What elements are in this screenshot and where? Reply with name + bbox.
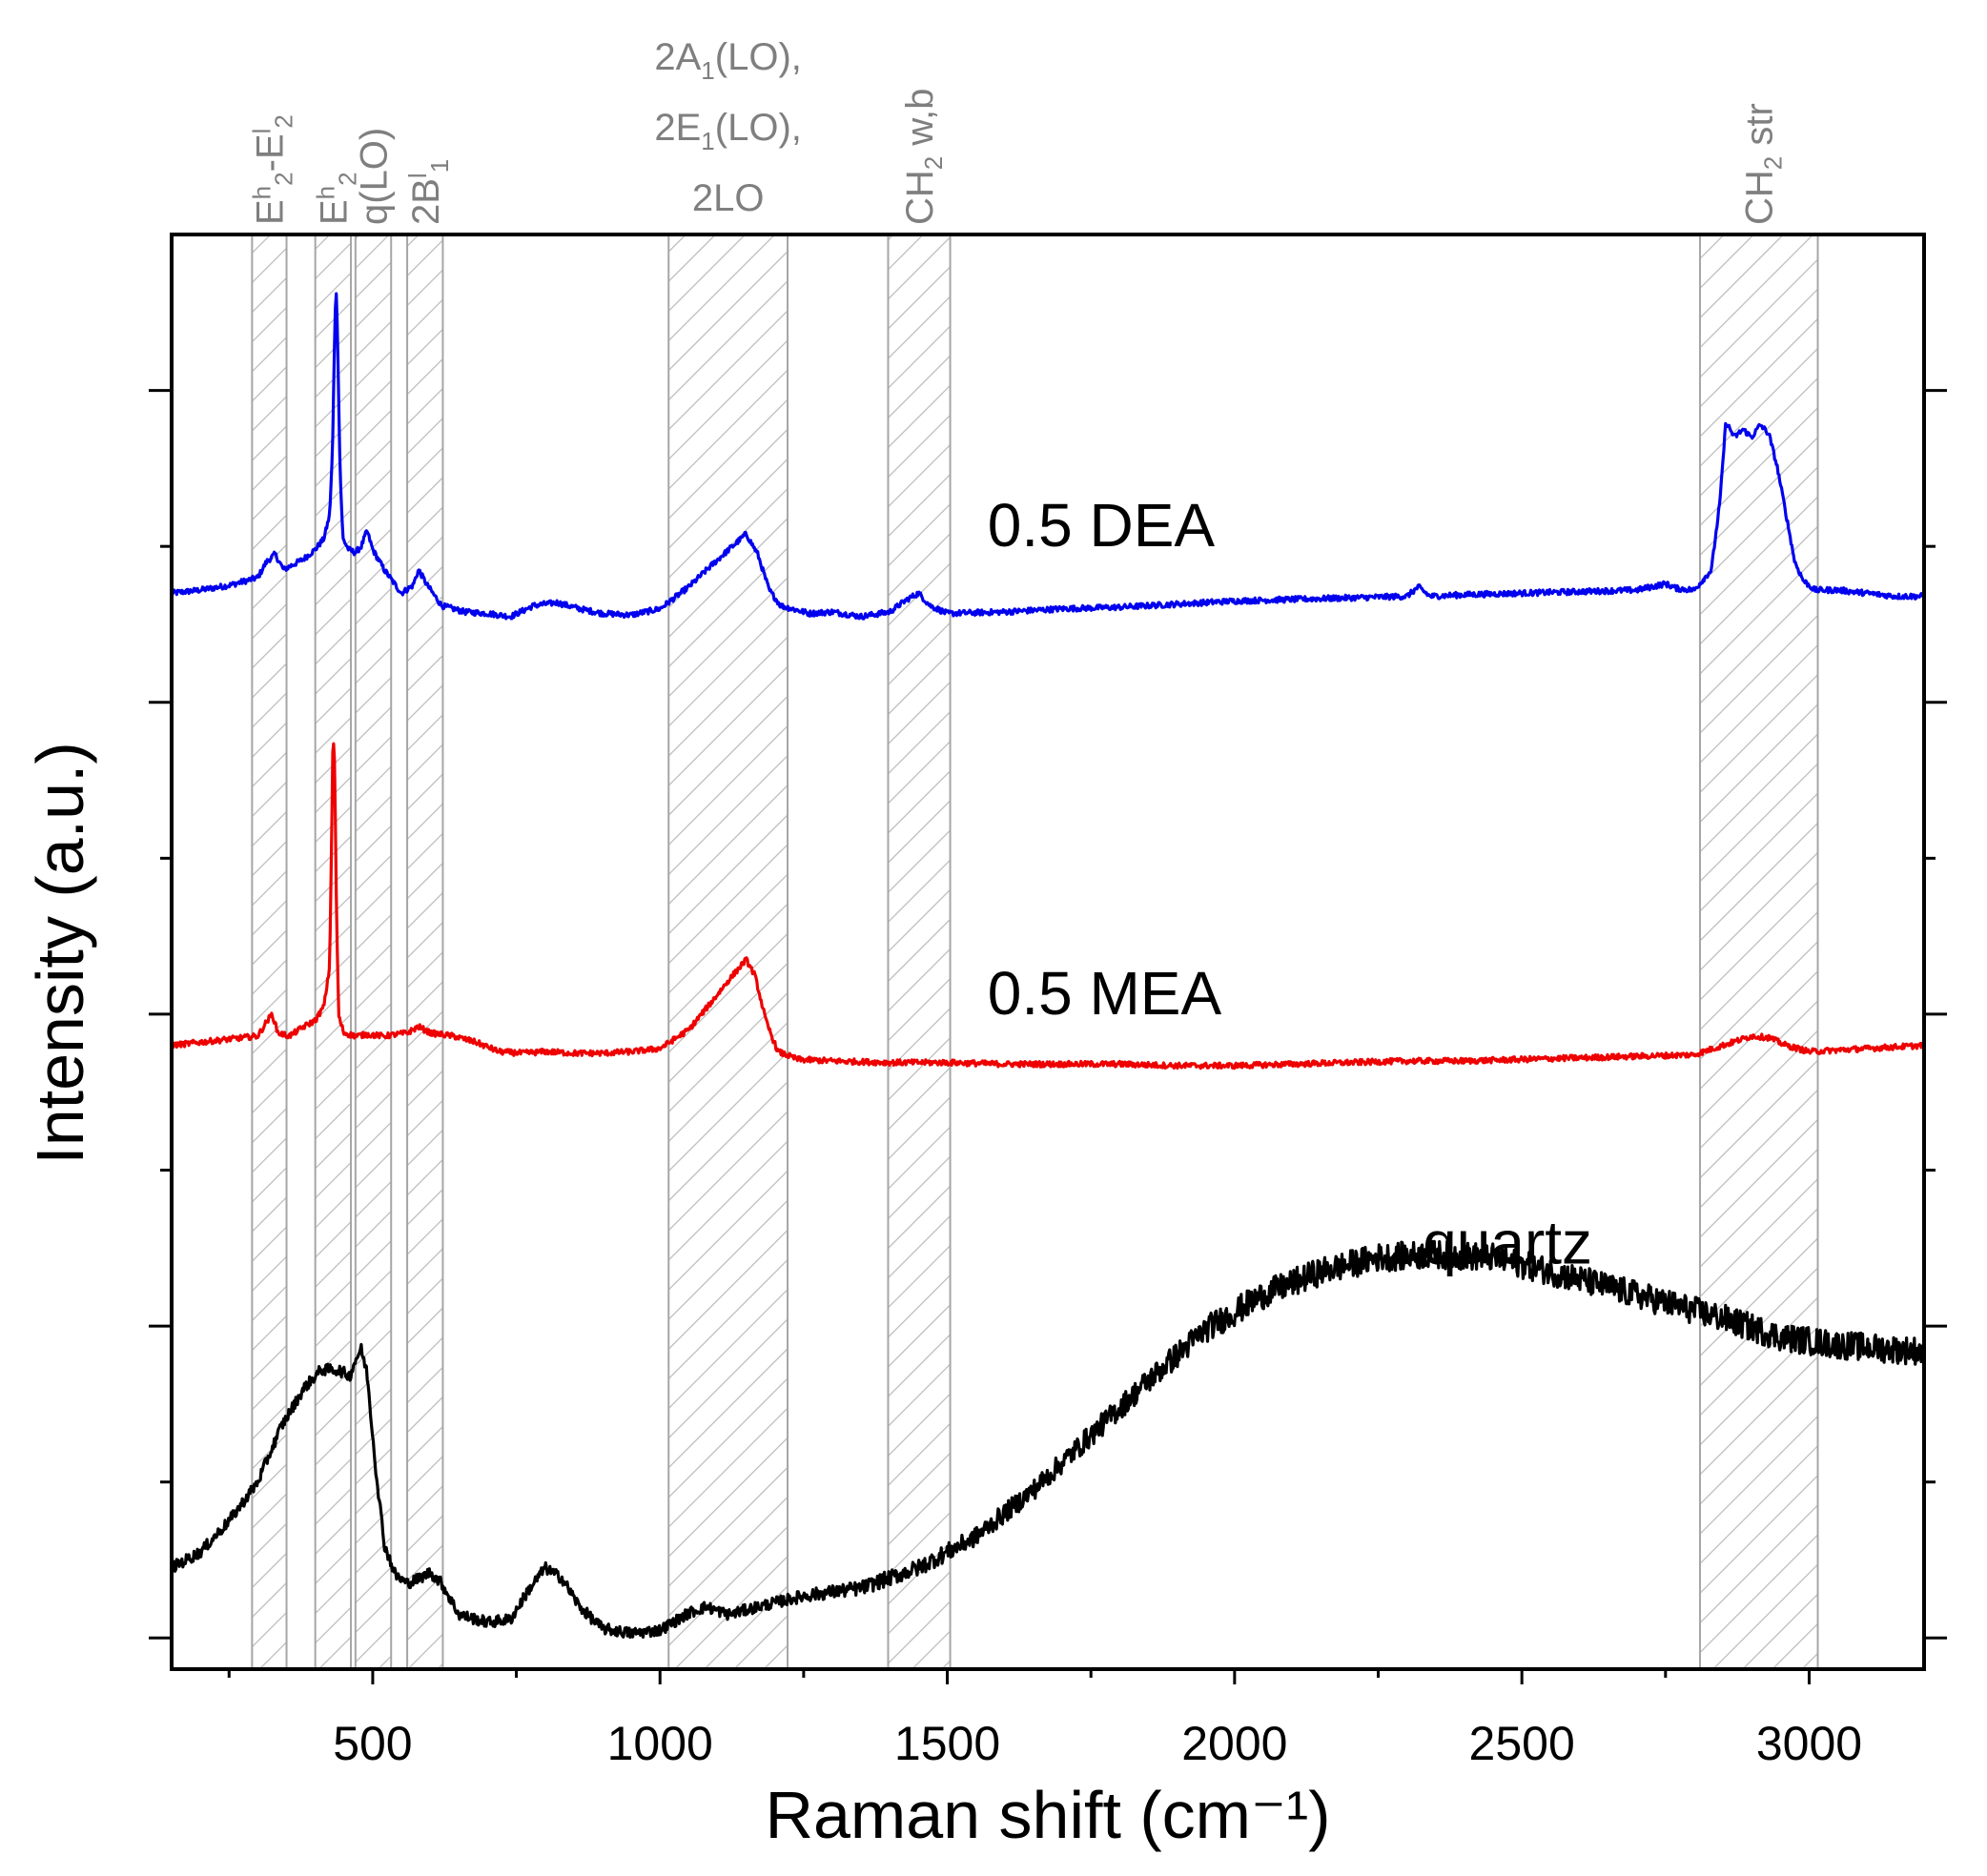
band-label-ch2-str: CH2 str [1739, 103, 1788, 225]
series-line-quartz [172, 1239, 1924, 1640]
y-axis-title: Intensity (a.u.) [23, 742, 97, 1165]
series-labels: 0.5 DEA 0.5 MEA quartz [988, 491, 1592, 1277]
band-ch2-str [1698, 234, 1819, 1670]
x-tick-label: 2500 [1469, 1717, 1575, 1770]
band-ch2-w-b [887, 234, 952, 1670]
band-label-2a1-lo-2e1-lo-2lo: 2A1(LO), [654, 36, 802, 85]
band-label-ch2-w-b: CH2 w,b [899, 89, 948, 225]
band-label-eh2: Eh2 [311, 172, 361, 225]
band-label-2a1-lo-2e1-lo-2lo: 2E1(LO), [654, 107, 802, 155]
band-eh2-el2 [251, 234, 288, 1670]
band-label-2bl1: 2Bl1 [403, 159, 454, 225]
band-label-2a1-lo-2e1-lo-2lo: 2LO [692, 177, 765, 219]
x-tick-label: 2000 [1181, 1717, 1287, 1770]
band-2a1-lo-2e1-lo-2lo [667, 234, 789, 1670]
plot-border [170, 233, 1926, 1671]
series-line-0-5-dea [172, 292, 1924, 621]
band-2bl1 [406, 234, 444, 1670]
series-label-quartz: quartz [1423, 1209, 1592, 1277]
x-tick-label: 1500 [894, 1717, 1000, 1770]
assignment-bands [251, 234, 1819, 1670]
band-eh2 [314, 234, 353, 1670]
band-label-eh2-el2: Eh2-El2 [247, 114, 297, 225]
plot-frame [170, 233, 1926, 1671]
axis-ticks: 500 1000 1500 2000 2500 3000 [149, 389, 1947, 1770]
series-label-0-5-dea: 0.5 DEA [988, 491, 1216, 560]
x-tick-label: 500 [333, 1717, 412, 1770]
x-tick-label: 3000 [1756, 1717, 1862, 1770]
band-label-q-lo: q(LO) [354, 128, 396, 225]
x-tick-label: 1000 [607, 1717, 713, 1770]
series-line-0-5-mea [172, 742, 1924, 1071]
x-axis-title: Raman shift (cm⁻¹) [765, 1778, 1330, 1852]
series-label-0-5-mea: 0.5 MEA [988, 959, 1222, 1028]
spectra-series [172, 292, 1924, 1640]
